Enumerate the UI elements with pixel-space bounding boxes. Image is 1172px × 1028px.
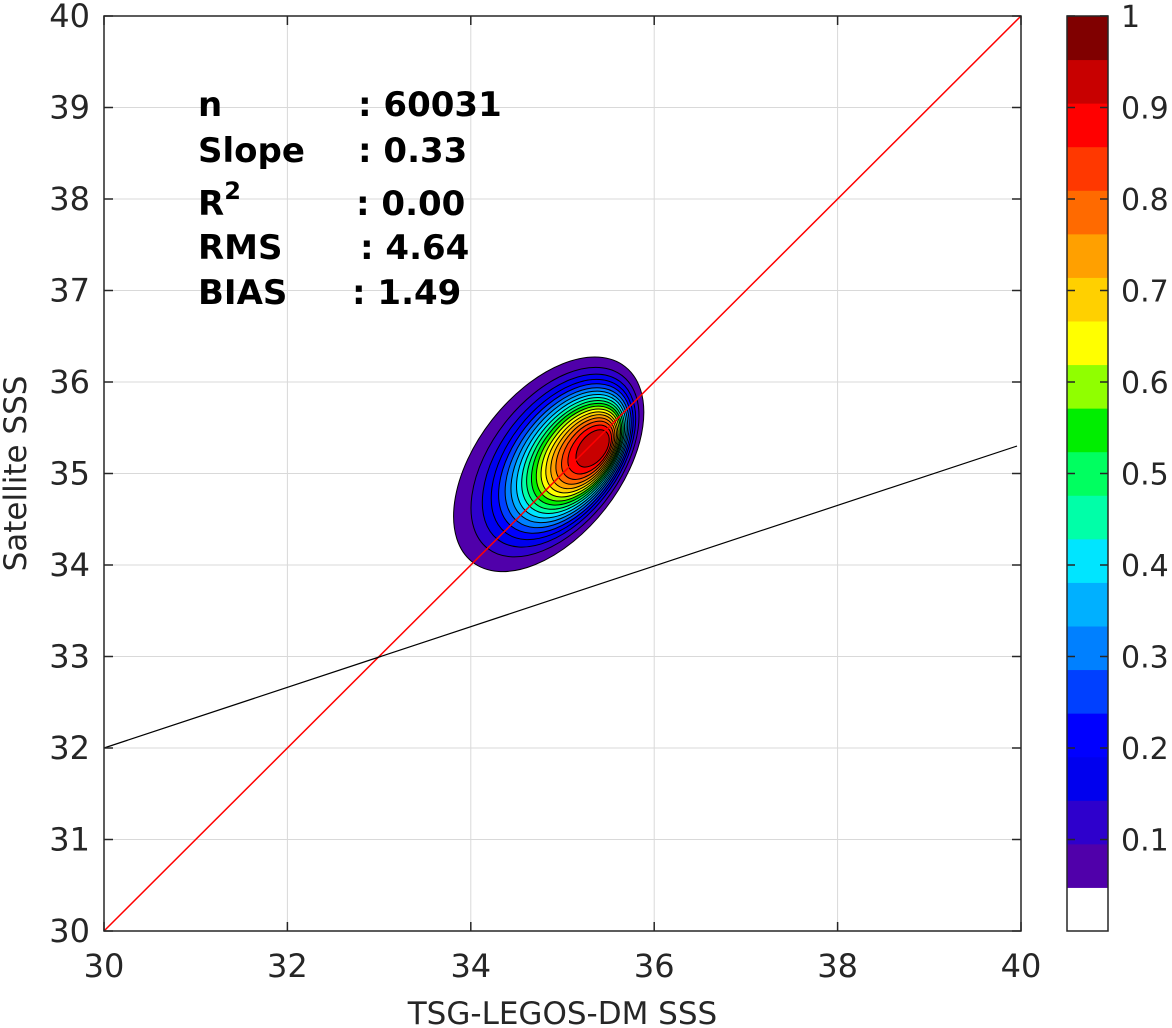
stat-value: : 60031 <box>358 85 502 125</box>
density-contour-level <box>575 429 610 468</box>
stat-label: n <box>198 85 222 125</box>
colorbar-segment <box>1067 59 1108 104</box>
stat-label: R2 <box>198 177 241 224</box>
colorbar-segment <box>1067 103 1108 148</box>
colorbar-segment <box>1067 233 1108 278</box>
colorbar-tick-label: 0.2 <box>1121 732 1169 767</box>
x-tick-label: 38 <box>817 947 858 985</box>
one-to-one-line <box>103 15 1022 932</box>
colorbar-tick-label: 0.4 <box>1121 549 1169 584</box>
colorbar-segment <box>1067 887 1108 932</box>
y-tick-label: 30 <box>49 912 90 950</box>
colorbar-segment <box>1067 408 1108 453</box>
x-tick-label: 36 <box>634 947 675 985</box>
colorbar-segment <box>1067 277 1108 322</box>
colorbar-tick-label: 0.1 <box>1121 824 1169 859</box>
colorbar-segment <box>1067 626 1108 671</box>
y-axis-label: Satellite SSS <box>0 376 34 572</box>
colorbar-tick-label: 0.9 <box>1121 92 1169 127</box>
colorbar-segment <box>1067 582 1108 627</box>
y-tick-label: 39 <box>49 89 90 127</box>
colorbar-segment <box>1067 146 1108 191</box>
colorbar-segment <box>1067 495 1108 540</box>
colorbar-tick-label: 0.8 <box>1121 183 1169 218</box>
y-tick-label: 37 <box>49 272 90 310</box>
y-tick-label: 33 <box>49 638 90 676</box>
y-tick-label: 36 <box>49 363 90 401</box>
stat-label: BIAS <box>198 273 287 313</box>
regression-line <box>103 445 1018 749</box>
colorbar-segment <box>1067 16 1108 61</box>
colorbar-tick-label: 0.5 <box>1121 458 1169 493</box>
colorbar-tick-label: 0.7 <box>1121 275 1169 310</box>
colorbar-segment <box>1067 843 1108 888</box>
reference-lines <box>103 15 1022 932</box>
y-tick-label: 31 <box>49 821 90 859</box>
colorbar-segment <box>1067 800 1108 845</box>
y-axis-ticks: 30 31 32 33 34 35 36 37 38 39 40 <box>49 0 1021 950</box>
colorbar-segment <box>1067 713 1108 758</box>
x-axis-label: TSG-LEGOS-DM SSS <box>407 996 717 1028</box>
colorbar-segment <box>1067 190 1108 235</box>
colorbar-segment <box>1067 756 1108 801</box>
colorbar-segment <box>1067 669 1108 714</box>
y-tick-label: 32 <box>49 729 90 767</box>
colorbar-segment <box>1067 538 1108 583</box>
colorbar: 0.1 0.2 0.3 0.4 0.5 0.6 0.7 0.8 0.9 1 <box>1066 0 1169 932</box>
density-contours <box>453 356 645 573</box>
x-tick-label: 40 <box>1001 947 1042 985</box>
y-tick-label: 40 <box>49 0 90 35</box>
x-tick-label: 30 <box>84 947 125 985</box>
colorbar-segment <box>1067 321 1108 366</box>
stat-value: : 4.64 <box>360 228 469 268</box>
y-tick-label: 38 <box>49 180 90 218</box>
y-tick-label: 34 <box>49 546 90 584</box>
stat-value: : 0.33 <box>358 131 467 171</box>
statistics-annotation: n : 60031 Slope : 0.33 R2 : 0.00 RMS : 4.64 BIAS… <box>198 85 502 313</box>
colorbar-tick-label: 0.6 <box>1121 366 1169 401</box>
colorbar-segment <box>1067 364 1108 409</box>
x-tick-label: 32 <box>267 947 308 985</box>
colorbar-tick-label: 0.3 <box>1121 641 1169 676</box>
x-tick-label: 34 <box>450 947 491 985</box>
colorbar-tick-label: 1 <box>1121 0 1140 35</box>
stat-label: Slope <box>198 131 305 171</box>
stat-label: RMS <box>198 228 283 268</box>
stat-value: : 0.00 <box>356 184 465 224</box>
x-axis-ticks: 30 32 34 36 38 40 <box>84 16 1042 985</box>
stat-value: : 1.49 <box>352 273 461 313</box>
y-tick-label: 35 <box>49 455 90 493</box>
